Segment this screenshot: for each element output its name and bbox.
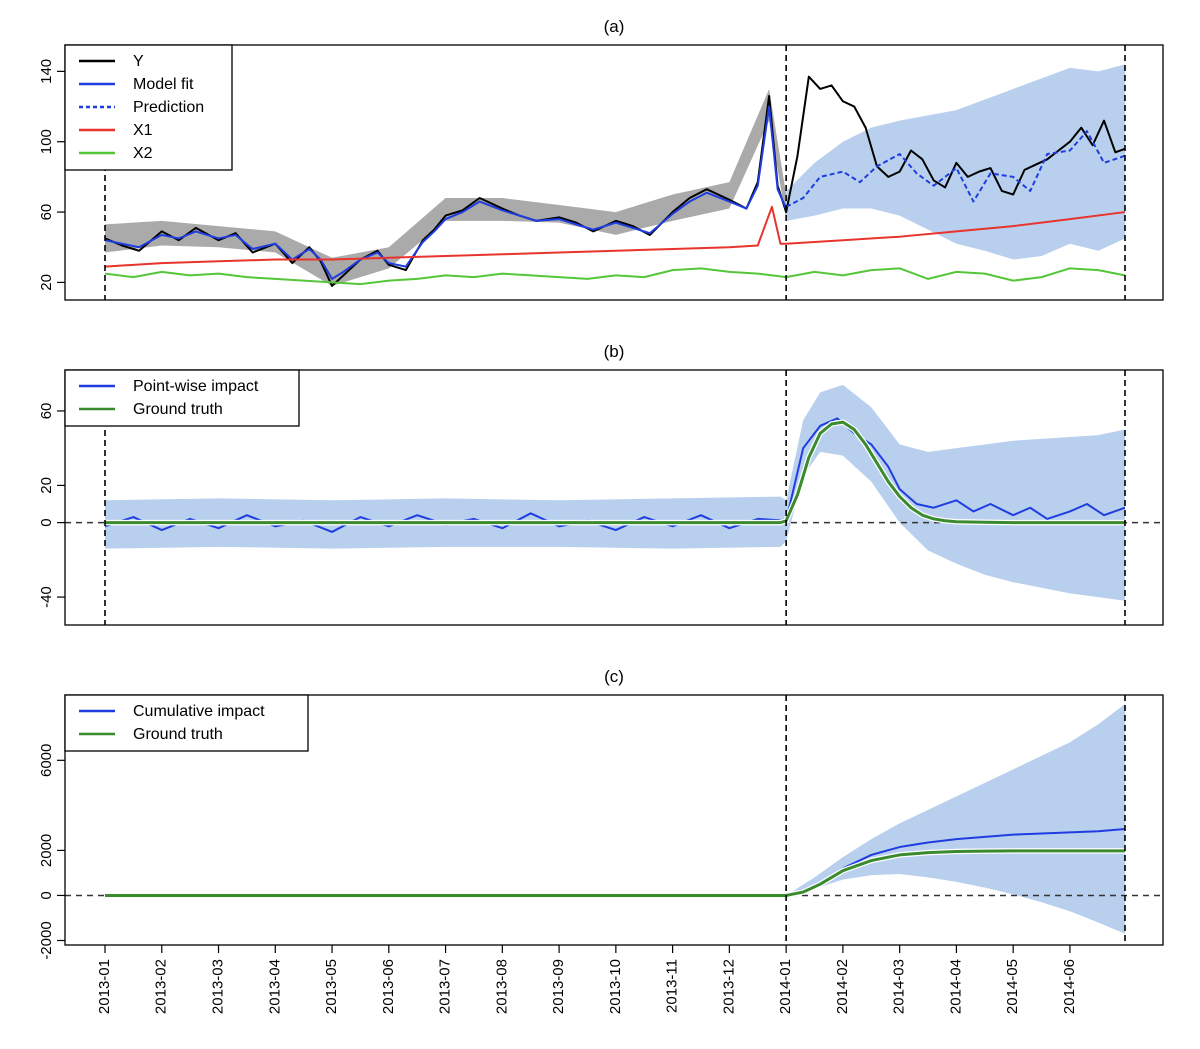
series-model-fit [104, 105, 788, 280]
x-tick-label: 2013-01 [96, 959, 113, 1014]
panel-a: (a) 20 60 100 140 Y Model fit Prediction X1 X2 [38, 17, 1164, 301]
legend: Point-wise impact Ground truth [64, 369, 300, 427]
legend-label: X2 [133, 145, 153, 162]
x-tick-label: 2014-06 [1061, 959, 1078, 1014]
x-tick-label: 2013-06 [380, 959, 397, 1014]
legend-label: Prediction [133, 99, 204, 116]
series-ground-truth [105, 849, 1125, 897]
y-tick-label: 0 [38, 518, 55, 526]
x-tick-label: 2014-03 [891, 959, 908, 1014]
band-cumulative-interval [786, 704, 1125, 934]
legend-box [64, 44, 233, 171]
panel-title: (a) [604, 17, 625, 36]
x-tick-label: 2013-12 [720, 959, 737, 1014]
legend-label: Point-wise impact [133, 378, 259, 395]
series-x2 [104, 267, 1126, 286]
y-tick-label: 20 [38, 274, 55, 291]
band-impact-interval [105, 384, 1125, 601]
y-tick-label: 100 [38, 129, 55, 154]
x-tick-label: 2014-04 [947, 959, 964, 1014]
y-tick-label: 2000 [38, 834, 55, 867]
x-tick-label: 2013-04 [266, 959, 283, 1014]
y-tick-label: 60 [38, 204, 55, 221]
y-tick-label: 20 [38, 477, 55, 494]
y-tick-label: -2000 [38, 921, 55, 959]
legend-label: Ground truth [133, 726, 223, 743]
x-tick-label: 2013-11 [664, 959, 681, 1013]
panel-title: (b) [604, 342, 625, 361]
plot-frame [64, 369, 1164, 626]
panel-b: (b) -40 0 20 60 Point-wise impact Ground truth [38, 342, 1164, 626]
y-tick-label: 0 [38, 891, 55, 899]
band-prediction-interval [786, 64, 1125, 260]
legend-label: X1 [133, 122, 153, 139]
x-tick-label: 2014-02 [834, 959, 851, 1014]
x-tick-label: 2013-10 [607, 959, 624, 1014]
legend-label: Model fit [133, 76, 194, 93]
band-model-fit-interval [105, 88, 787, 286]
y-tick-label: 140 [38, 59, 55, 84]
panel-c: (c) -2000 0 2000 6000 2013-01 2013-02 2013-03 20… [38, 667, 1164, 1014]
y-tick-label: 6000 [38, 744, 55, 777]
legend-box [64, 694, 309, 752]
x-tick-label: 2013-07 [437, 959, 454, 1014]
x-tick-label: 2013-09 [550, 959, 567, 1014]
x-tick-label: 2013-08 [493, 959, 510, 1014]
series-prediction [785, 130, 1126, 208]
y-tick-label: -40 [38, 586, 55, 608]
legend: Cumulative impact Ground truth [64, 694, 309, 752]
legend-label: Y [133, 53, 144, 70]
x-tick-label: 2013-03 [209, 959, 226, 1014]
legend-label: Cumulative impact [133, 703, 265, 720]
legend-label: Ground truth [133, 401, 223, 418]
x-tick-label: 2013-02 [153, 959, 170, 1014]
plot-frame [64, 694, 1164, 946]
series-ground-truth [105, 420, 1125, 525]
series-x1 [104, 205, 1126, 268]
x-tick-label: 2014-05 [1004, 959, 1021, 1014]
legend: Y Model fit Prediction X1 X2 [64, 44, 233, 171]
panel-title: (c) [604, 667, 624, 686]
x-tick-label: 2014-01 [777, 959, 794, 1014]
y-tick-label: 60 [38, 403, 55, 420]
x-tick-label: 2013-05 [323, 959, 340, 1014]
plot-frame [64, 44, 1164, 301]
legend-box [64, 369, 300, 427]
